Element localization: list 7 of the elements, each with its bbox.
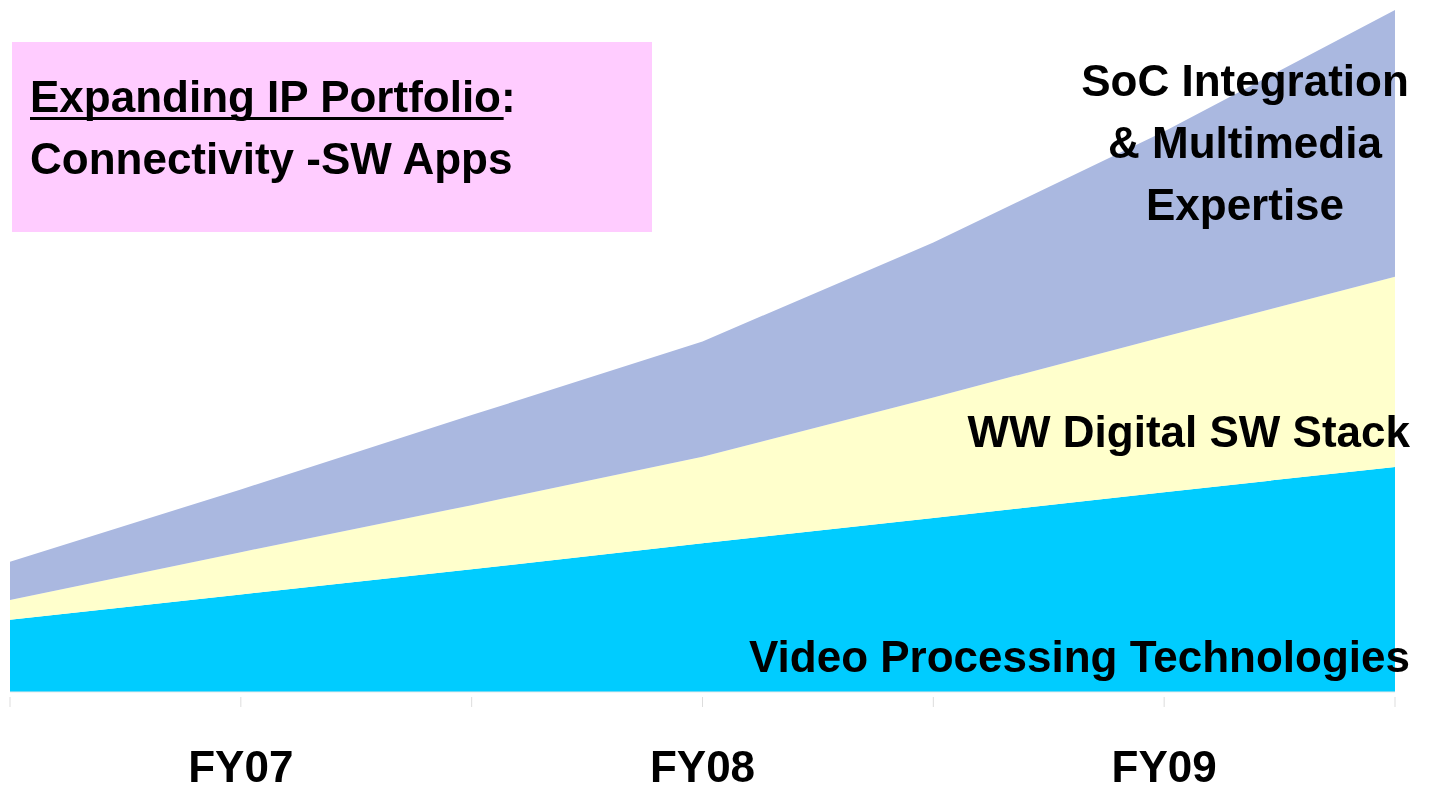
x-tick-label: FY09 xyxy=(1111,742,1217,791)
series-label: SoC Integration & Multimedia Expertise xyxy=(1081,56,1409,230)
annotation: Expanding IP Portfolio: xyxy=(30,72,516,121)
x-tick-label: FY08 xyxy=(649,742,756,791)
series-label: WW Digital SW Stack xyxy=(967,406,1411,456)
x-tick-label: FY07 xyxy=(188,742,294,791)
annotation: Connectivity -SW Apps xyxy=(30,134,513,183)
